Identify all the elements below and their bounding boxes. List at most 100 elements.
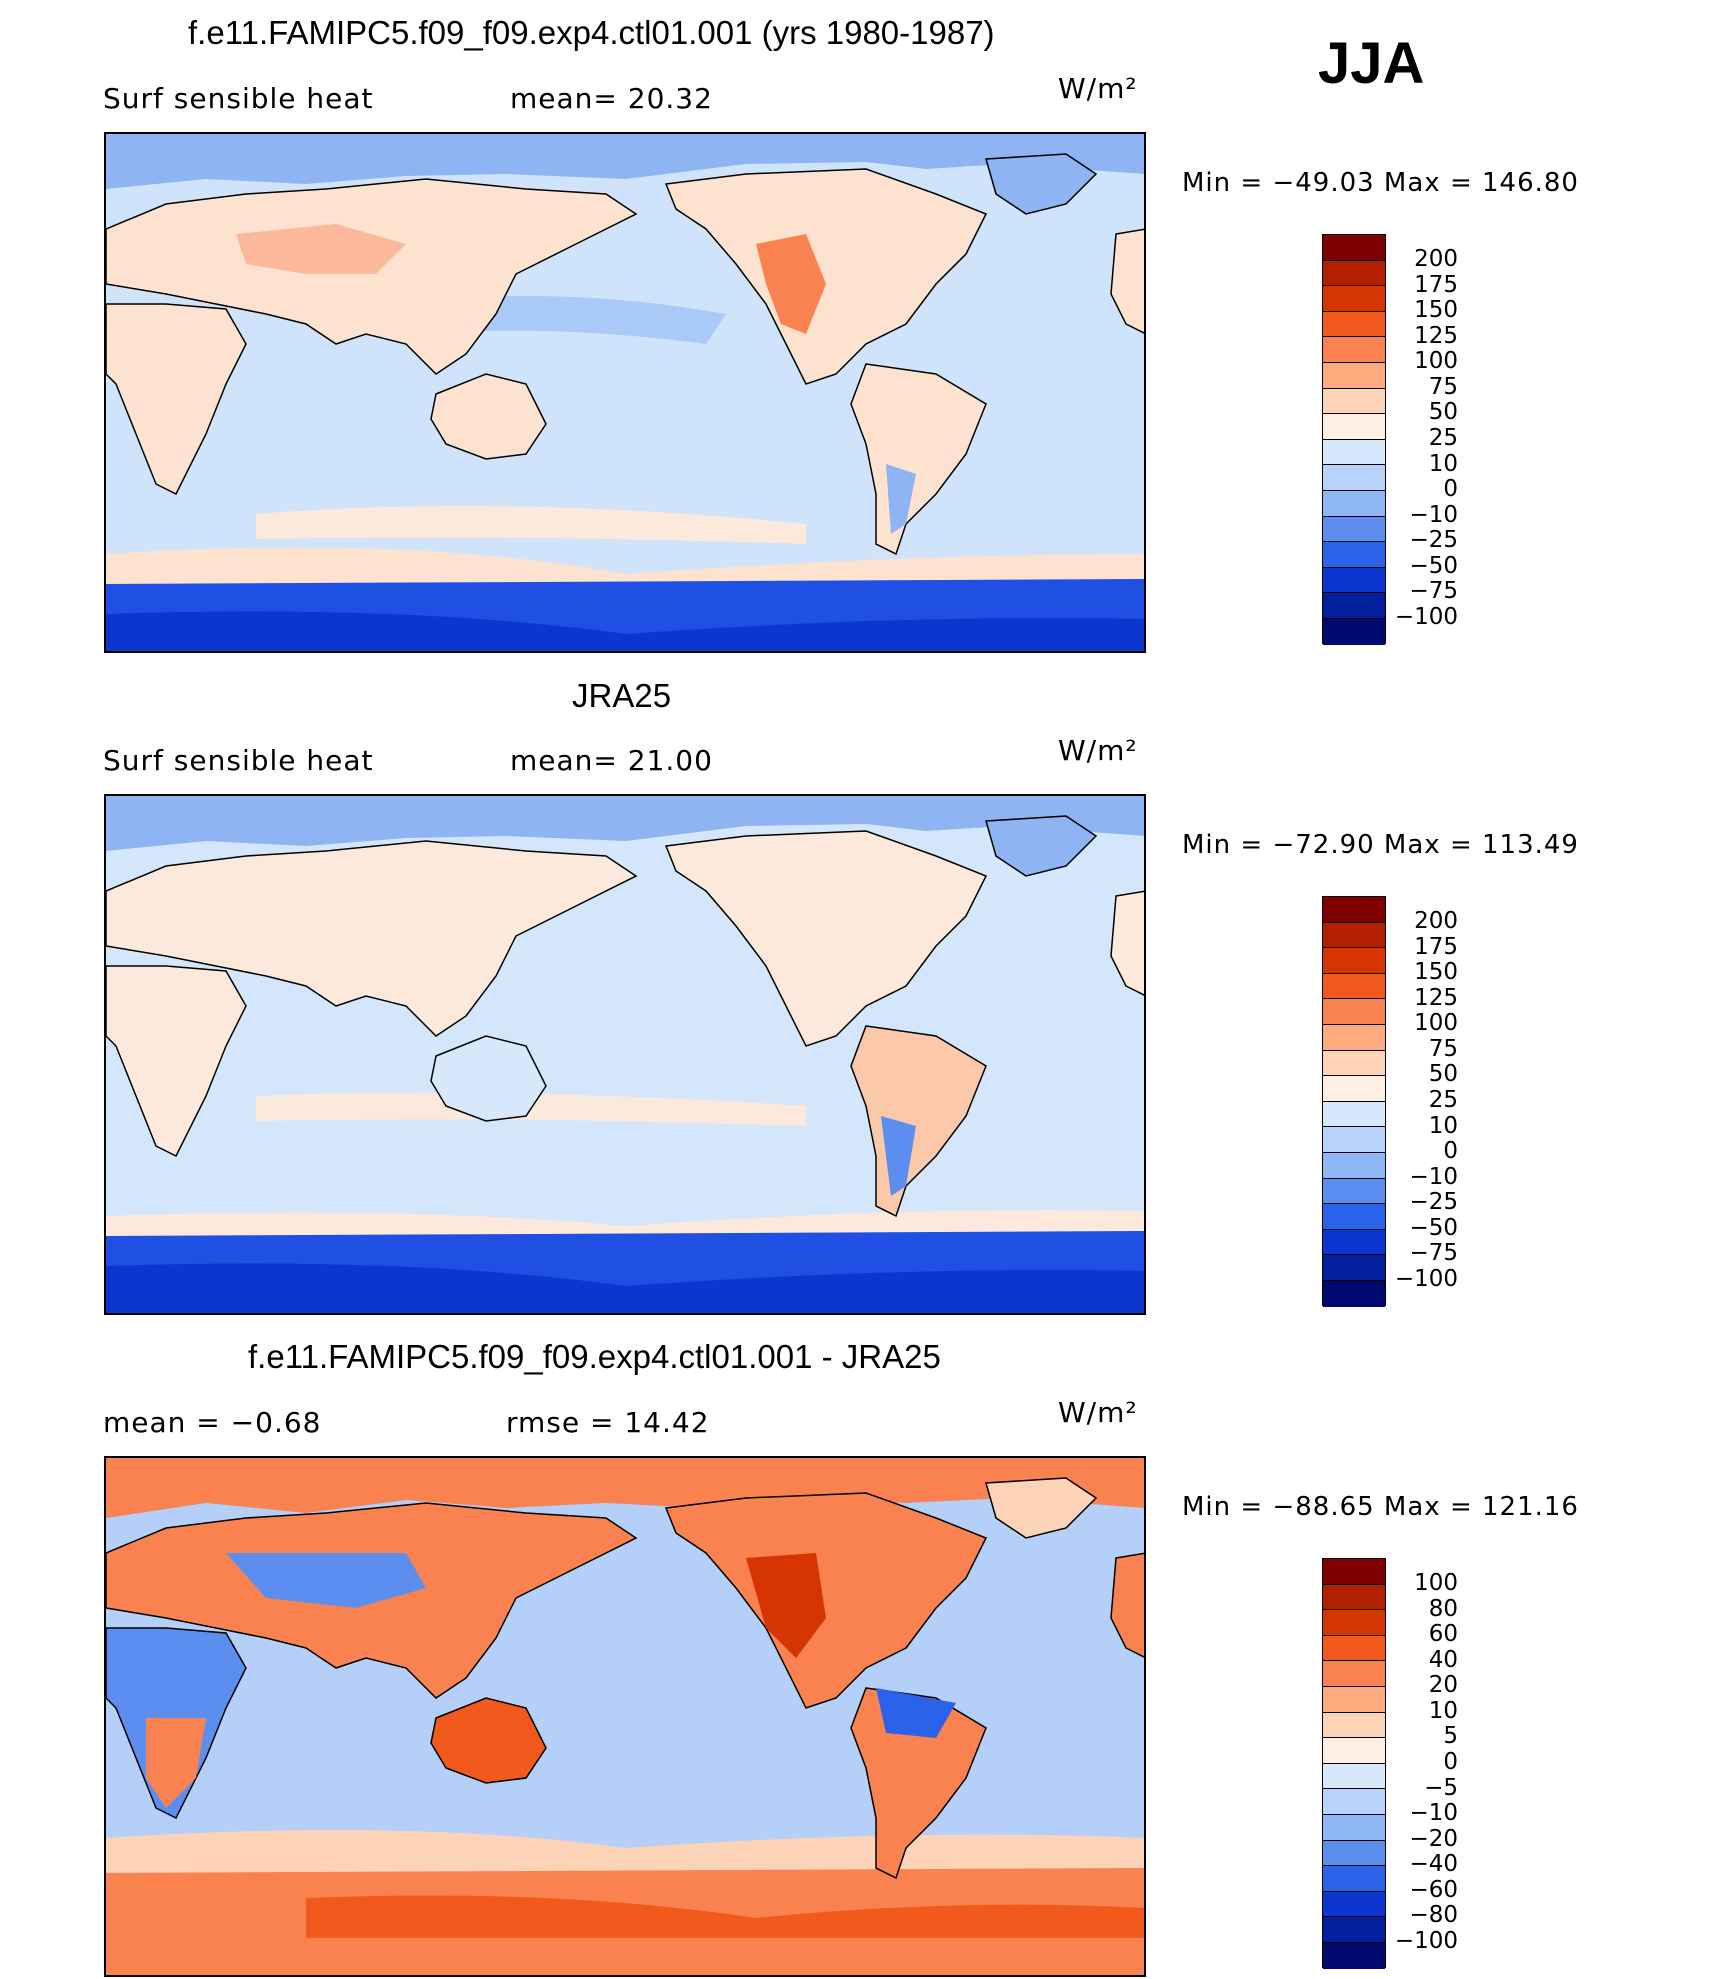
- colorbar-tick: −100: [1394, 604, 1458, 630]
- panel-title-obs: JRA25: [572, 677, 672, 714]
- colorbar-tick: 175: [1414, 272, 1458, 298]
- land-europe-right: [1110, 890, 1144, 996]
- panel-rmse-diff: rmse = 14.42: [506, 1406, 710, 1439]
- colorbar-tick: 80: [1428, 1596, 1458, 1622]
- colorbar-tick: −5: [1424, 1775, 1458, 1801]
- colorbar-tick: 50: [1428, 399, 1458, 425]
- land-south-america-cool: [881, 1116, 916, 1196]
- colorbar-tick: −20: [1409, 1826, 1458, 1852]
- ocean-band-southern: [106, 547, 1144, 584]
- panel-title-model: f.e11.FAMIPC5.f09_f09.exp4.ctl01.001 (yr…: [188, 14, 995, 51]
- land-south-america: [850, 363, 987, 556]
- colorbar-model: [1322, 234, 1386, 645]
- land-eurasia: [106, 178, 638, 375]
- land-south-america-cool: [886, 464, 916, 534]
- land-greenland: [985, 815, 1098, 877]
- antarctic-inner: [106, 1263, 1144, 1313]
- arctic-region: [106, 796, 1144, 851]
- ocean-band-south: [256, 506, 806, 544]
- colorbar-tick: 5: [1443, 1723, 1458, 1749]
- land-eurasia-hot: [236, 224, 406, 274]
- colorbar-tick: 100: [1414, 348, 1458, 374]
- land-africa-south: [146, 1718, 206, 1808]
- panel-units-diff: W/m²: [1058, 1396, 1138, 1429]
- colorbar-tick: 125: [1414, 985, 1458, 1011]
- colorbar-tick: 200: [1414, 908, 1458, 934]
- colorbar-tick: −40: [1409, 1851, 1458, 1877]
- map-svg-diff: [106, 1458, 1144, 1975]
- land-north-america: [664, 1492, 988, 1709]
- colorbar-tick: −10: [1409, 1164, 1458, 1190]
- land-greenland: [985, 1477, 1098, 1539]
- colorbar-tick: −80: [1409, 1902, 1458, 1928]
- colorbar-tick: 75: [1428, 374, 1458, 400]
- land-north-america-hot: [756, 234, 826, 334]
- colorbar-tick: 20: [1428, 1672, 1458, 1698]
- southern-ocean-hot: [306, 1895, 1144, 1938]
- colorbar-tick: 100: [1414, 1570, 1458, 1596]
- panel-minmax-diff: Min = −88.65 Max = 121.16: [1182, 1492, 1579, 1522]
- panel-units-obs: W/m²: [1058, 734, 1138, 767]
- colorbar-tick: 50: [1428, 1061, 1458, 1087]
- colorbar-tick: −25: [1409, 527, 1458, 553]
- land-north-america-hot: [746, 1553, 826, 1658]
- colorbar-tick: 150: [1414, 959, 1458, 985]
- panel-left-label-obs: Surf sensible heat: [103, 744, 374, 777]
- colorbar-tick: −10: [1409, 1800, 1458, 1826]
- panel-left-label-model: Surf sensible heat: [103, 82, 374, 115]
- colorbar-tick: 40: [1428, 1647, 1458, 1673]
- colorbar-tick: 60: [1428, 1621, 1458, 1647]
- land-south-america: [850, 1025, 987, 1218]
- panel-minmax-obs: Min = −72.90 Max = 113.49: [1182, 830, 1579, 860]
- land-africa: [106, 303, 247, 496]
- land-greenland: [985, 153, 1098, 215]
- colorbar-tick: −75: [1409, 578, 1458, 604]
- land-eurasia-cool: [226, 1553, 426, 1608]
- land-africa: [106, 965, 247, 1158]
- colorbar-diff: [1322, 1558, 1386, 1969]
- land-australia: [430, 1035, 547, 1122]
- antarctic-inner: [106, 611, 1144, 651]
- colorbar-tick: 100: [1414, 1010, 1458, 1036]
- map-model: [104, 132, 1146, 653]
- map-svg-obs: [106, 796, 1144, 1313]
- land-australia: [430, 1697, 547, 1784]
- colorbar-tick: 75: [1428, 1036, 1458, 1062]
- arctic-region: [106, 1458, 1144, 1518]
- colorbar-tick: −50: [1409, 1215, 1458, 1241]
- colorbar-tick: 125: [1414, 323, 1458, 349]
- colorbar-tick: 0: [1443, 1138, 1458, 1164]
- ocean-band-southern: [106, 1210, 1144, 1236]
- land-europe-right: [1110, 228, 1144, 334]
- colorbar-tick: 0: [1443, 1749, 1458, 1775]
- colorbar-tick: 200: [1414, 246, 1458, 272]
- arctic-region: [106, 134, 1144, 189]
- panel-units-model: W/m²: [1058, 72, 1138, 105]
- colorbar-tick: 150: [1414, 297, 1458, 323]
- colorbar-tick: 0: [1443, 476, 1458, 502]
- colorbar-tick: 10: [1428, 1698, 1458, 1724]
- map-obs: [104, 794, 1146, 1315]
- panel-mean-obs: mean= 21.00: [510, 744, 713, 777]
- colorbar-tick: −25: [1409, 1189, 1458, 1215]
- colorbar-tick: 175: [1414, 934, 1458, 960]
- land-south-america-cool: [876, 1688, 956, 1738]
- colorbar-tick: −75: [1409, 1240, 1458, 1266]
- colorbar-tick: −100: [1394, 1928, 1458, 1954]
- panel-mean-model: mean= 20.32: [510, 82, 713, 115]
- season-label: JJA: [1318, 31, 1425, 96]
- colorbar-tick: −60: [1409, 1877, 1458, 1903]
- colorbar-obs: [1322, 896, 1386, 1307]
- land-eurasia: [106, 840, 638, 1037]
- panel-mean-diff: mean = −0.68: [103, 1406, 322, 1439]
- land-north-america: [664, 830, 988, 1047]
- land-europe-right: [1110, 1552, 1144, 1658]
- colorbar-tick: 10: [1428, 451, 1458, 477]
- map-svg-model: [106, 134, 1144, 651]
- land-south-america: [850, 1687, 987, 1880]
- colorbar-tick: −50: [1409, 553, 1458, 579]
- colorbar-tick: −10: [1409, 502, 1458, 528]
- map-diff: [104, 1456, 1146, 1977]
- colorbar-tick: 25: [1428, 1087, 1458, 1113]
- colorbar-tick: −100: [1394, 1266, 1458, 1292]
